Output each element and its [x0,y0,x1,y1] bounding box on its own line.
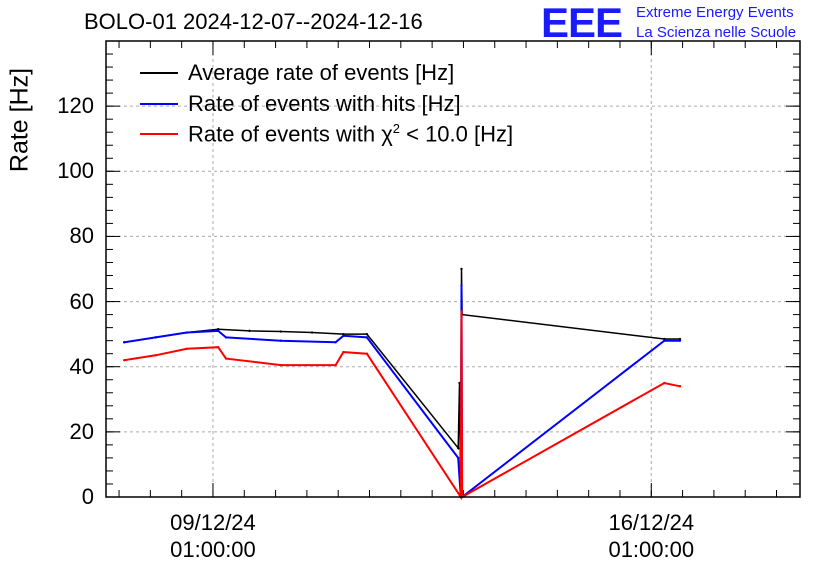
logo-line-2: La Scienza nelle Scuole [636,24,797,41]
legend-label-chi2: Rate of events with χ2 < 10.0 [Hz] [188,121,513,147]
legend-item-chi2: Rate of events with χ2 < 10.0 [Hz] [140,121,513,147]
y-tick-label: 40 [69,353,94,379]
series-point-2 [279,363,283,367]
plot-frame [105,40,801,498]
series-point-1 [460,284,463,287]
series-point-1 [457,456,460,460]
series-point-2 [154,354,157,357]
legend-label-chi2-sup: 2 [392,121,400,136]
series-point-0 [365,332,369,336]
series-point-1 [123,341,126,344]
series-point-1 [663,339,666,342]
series-point-1 [216,329,220,333]
x-tick-label: 16/12/24 01:00:00 [581,509,721,563]
legend-label-average: Average rate of events [Hz] [188,60,455,85]
chart-title: BOLO-01 2024-12-07--2024-12-16 [84,9,423,34]
series-point-2 [216,345,220,349]
series-line-1 [124,285,680,500]
legend-swatch-hits [140,103,178,105]
x-tick-date: 09/12/24 [170,510,256,535]
series-point-1 [342,334,345,337]
x-tick-date: 16/12/24 [608,510,695,535]
series-point-1 [279,339,283,342]
series-point-2 [663,381,666,385]
series-line-2 [124,311,681,501]
series-point-0 [310,331,314,334]
series-point-0 [457,446,460,450]
y-tick-label: 80 [69,223,94,249]
y-tick-label: 0 [81,484,94,509]
series-point-2 [460,310,463,313]
series-point-2 [334,363,337,367]
legend-label-hits: Rate of events with hits [Hz] [188,91,461,116]
x-tick-time: 01:00:00 [170,537,256,562]
legend-item-hits: Rate of events with hits [Hz] [140,91,461,117]
series-point-2 [185,347,189,350]
series-point-1 [334,341,337,344]
y-tick-label: 120 [57,93,94,119]
x-tick-label: 09/12/24 01:00:00 [143,509,283,563]
x-tick-time: 01:00:00 [608,537,695,562]
series-point-1 [154,336,157,339]
y-tick-label: 60 [69,288,94,314]
series-point-1 [224,336,228,339]
series-point-2 [678,385,682,388]
eee-logo-mark: EEE [541,0,623,46]
y-tick-label: 100 [57,158,94,184]
legend-item-average: Average rate of events [Hz] [140,60,454,86]
series-point-1 [185,331,189,334]
series-point-1 [365,336,369,339]
series-point-0 [458,381,461,385]
series-point-2 [123,359,126,362]
logo-line-1: Extreme Energy Events [636,4,794,21]
legend-label-chi2-post: < 10.0 [Hz] [400,121,514,147]
series-point-2 [224,357,228,360]
series-point-0 [279,330,283,333]
series-point-2 [342,350,345,354]
y-axis-label: Rate [Hz] [5,67,34,173]
series-point-0 [460,267,463,271]
legend-swatch-chi2 [140,133,178,136]
series-point-2 [365,352,369,355]
series-point-1 [678,339,682,342]
series-point-0 [248,329,251,333]
legend-swatch-average [140,72,178,74]
y-tick-label: 20 [69,418,94,444]
legend-label-chi2-pre: Rate of events with χ [188,121,393,147]
